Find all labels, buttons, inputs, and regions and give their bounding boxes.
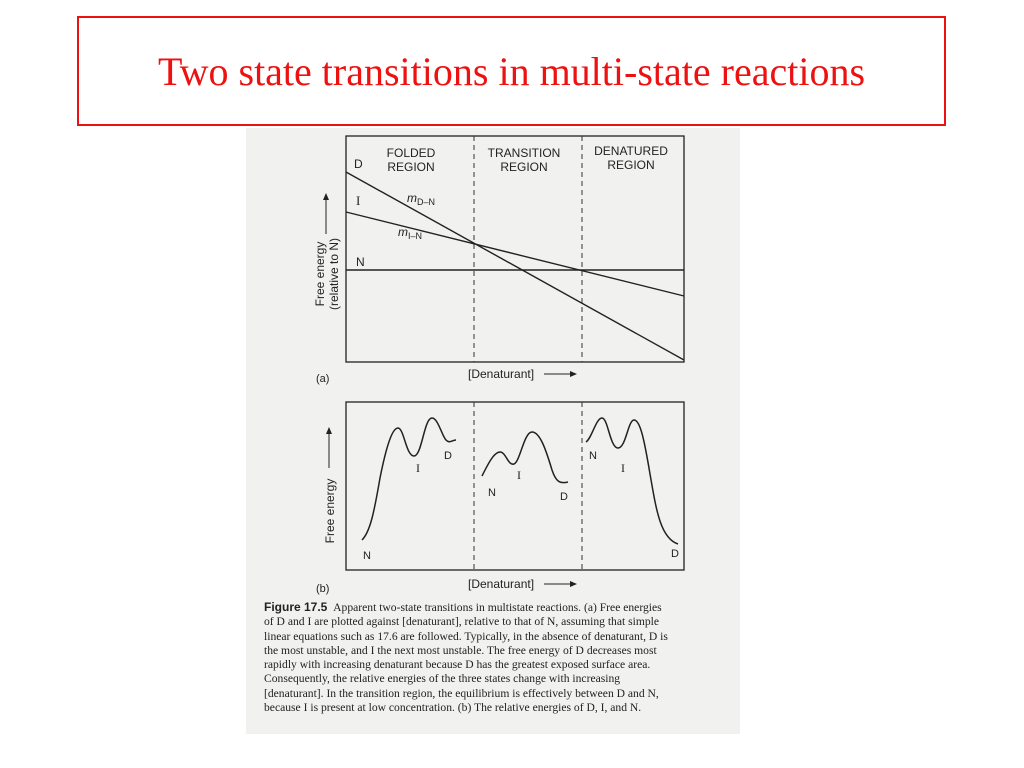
title-box: Two state transitions in multi-state rea… bbox=[77, 16, 946, 126]
denatured-label-n: N bbox=[589, 450, 597, 462]
caption-line-4: the most unstable, and I the next most u… bbox=[264, 643, 657, 657]
slide-title: Two state transitions in multi-state rea… bbox=[157, 48, 866, 94]
caption-line-8: because I is present at low concentratio… bbox=[264, 701, 642, 715]
panel-b-xlabel: [Denaturant] bbox=[468, 577, 534, 591]
region-transition-line2: REGION bbox=[500, 160, 547, 174]
region-denatured-line1: DENATURED bbox=[594, 144, 668, 158]
panel-a-ylabel-line1: Free energy bbox=[313, 242, 327, 307]
state-label-d: D bbox=[354, 157, 363, 171]
transition-label-i: I bbox=[517, 468, 521, 482]
panel-b-ylabel: Free energy bbox=[323, 479, 337, 544]
caption-line-2: of D and I are plotted against [denatura… bbox=[264, 615, 660, 629]
slope-label-mdn: mD–N bbox=[407, 191, 435, 207]
caption-label: Figure 17.5 bbox=[264, 600, 328, 614]
figure-diagram: FOLDED REGION TRANSITION REGION DENATURE… bbox=[313, 135, 685, 595]
caption-line-3: linear equations such as 17.6 are follow… bbox=[264, 629, 668, 643]
panel-b-label: (b) bbox=[316, 583, 329, 595]
denatured-label-i: I bbox=[621, 461, 625, 475]
panel-b-frame bbox=[345, 401, 685, 571]
line-d bbox=[345, 171, 685, 361]
panel-a-ylabel-line2: (relative to N) bbox=[327, 238, 341, 310]
line-i bbox=[345, 211, 685, 297]
transition-label-d: D bbox=[560, 491, 568, 503]
caption-line-6: Consequently, the relative energies of t… bbox=[264, 672, 621, 686]
caption-line-5: rapidly with increasing denaturant becau… bbox=[264, 658, 651, 672]
slope-label-min: mI–N bbox=[398, 225, 422, 241]
slope-mdn-main: m bbox=[407, 191, 417, 205]
panel-a: FOLDED REGION TRANSITION REGION DENATURE… bbox=[313, 135, 685, 385]
panel-a-label: (a) bbox=[316, 373, 329, 385]
region-folded-line2: REGION bbox=[387, 160, 434, 174]
figure-caption: Figure 17.5 Apparent two-state transitio… bbox=[264, 600, 736, 715]
curve-transition bbox=[481, 431, 569, 484]
panel-b: I D N I N D N I D Free energy [Denaturan… bbox=[316, 401, 685, 595]
curve-denatured bbox=[585, 417, 679, 545]
state-label-i: I bbox=[356, 193, 360, 208]
panel-a-xlabel: [Denaturant] bbox=[468, 367, 534, 381]
region-transition-line1: TRANSITION bbox=[488, 146, 561, 160]
slope-mdn-sub: D–N bbox=[417, 197, 435, 207]
state-label-n: N bbox=[356, 255, 365, 269]
region-folded-line1: FOLDED bbox=[387, 146, 436, 160]
denatured-label-d: D bbox=[671, 548, 679, 560]
figure-scan: FOLDED REGION TRANSITION REGION DENATURE… bbox=[246, 128, 740, 734]
caption-line-7: [denaturant]. In the transition region, … bbox=[264, 686, 659, 700]
transition-label-n: N bbox=[488, 487, 496, 499]
curve-folded bbox=[361, 417, 457, 541]
folded-label-i: I bbox=[416, 461, 420, 475]
folded-label-d: D bbox=[444, 450, 452, 462]
region-denatured-line2: REGION bbox=[607, 158, 654, 172]
caption-line-1: Figure 17.5 Apparent two-state transitio… bbox=[264, 600, 736, 615]
slope-min-main: m bbox=[398, 225, 408, 239]
folded-label-n: N bbox=[363, 550, 371, 562]
slope-min-sub: I–N bbox=[408, 231, 422, 241]
caption-text-1: Apparent two-state transitions in multis… bbox=[333, 601, 662, 614]
panel-a-frame bbox=[345, 135, 685, 363]
